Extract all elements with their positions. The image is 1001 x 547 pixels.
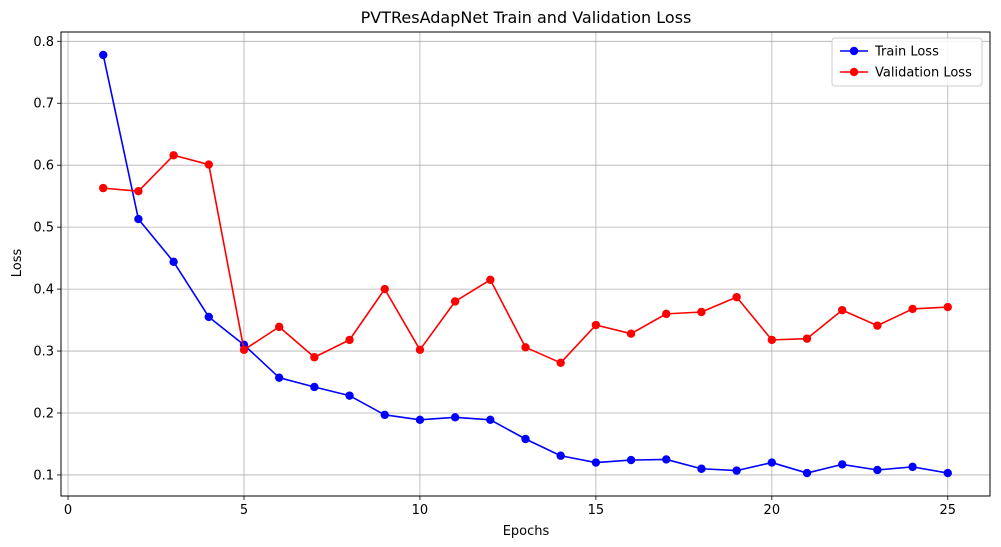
data-point	[697, 307, 706, 317]
data-point	[626, 329, 636, 338]
data-point	[204, 312, 213, 322]
data-point	[732, 466, 741, 475]
data-point	[591, 458, 601, 467]
x-axis-label: Epochs	[503, 524, 550, 539]
data-point	[204, 160, 213, 169]
x-tick-label: 5	[240, 503, 248, 518]
data-point	[310, 382, 319, 392]
data-point	[450, 413, 460, 422]
data-point	[556, 358, 565, 368]
data-point	[626, 455, 636, 465]
data-point	[486, 275, 495, 284]
data-point	[908, 462, 917, 472]
data-point	[345, 335, 354, 345]
legend-marker	[849, 46, 859, 56]
y-tick-label: 0.8	[33, 35, 54, 50]
data-point	[310, 353, 319, 362]
x-tick-label: 25	[939, 503, 956, 518]
data-point	[345, 391, 354, 400]
y-tick-label: 0.5	[33, 221, 54, 236]
data-point	[450, 297, 460, 306]
y-axis: 0.1 0.2 0.3 0.4 0.5 0.6 0.7 0.8	[33, 35, 61, 483]
data-point	[838, 460, 847, 469]
series-validation-loss	[99, 151, 952, 368]
data-point	[767, 458, 777, 467]
data-point	[99, 50, 108, 60]
data-point	[697, 464, 706, 473]
plot-frame	[60, 31, 991, 497]
grid-lines	[61, 32, 990, 496]
data-point	[873, 321, 882, 330]
x-tick-label: 20	[764, 503, 781, 518]
data-point	[134, 214, 143, 224]
data-point	[873, 465, 882, 475]
y-tick-label: 0.7	[33, 97, 54, 112]
data-point	[591, 320, 601, 330]
legend: Train Loss Validation Loss	[831, 37, 983, 87]
y-tick-label: 0.2	[33, 406, 54, 421]
data-point	[486, 415, 495, 425]
data-point	[134, 187, 143, 196]
x-tick-label: 0	[64, 503, 72, 518]
data-point	[802, 334, 812, 343]
data-point	[99, 183, 108, 193]
data-point	[415, 345, 425, 354]
legend-box	[831, 37, 983, 87]
data-point	[380, 284, 389, 294]
legend-label: Train Loss	[874, 45, 939, 60]
legend-marker	[849, 67, 859, 77]
data-point	[732, 292, 741, 302]
series-layer	[99, 50, 952, 478]
data-point	[556, 451, 565, 460]
data-point	[662, 455, 671, 464]
data-point	[802, 468, 812, 478]
data-point	[239, 345, 249, 354]
data-point	[169, 257, 178, 267]
legend-entry: Train Loss	[840, 45, 939, 60]
y-axis-label: Loss	[10, 249, 25, 278]
data-point	[838, 305, 847, 315]
data-point	[274, 373, 284, 382]
data-point	[908, 304, 917, 314]
y-tick-label: 0.1	[33, 468, 54, 483]
x-axis: 0 5 10 15 20 25	[64, 496, 956, 518]
data-point	[415, 415, 425, 425]
legend-entry: Validation Loss	[840, 66, 972, 81]
series-train-loss	[99, 50, 952, 478]
y-tick-label: 0.3	[33, 345, 54, 360]
data-point	[767, 335, 777, 345]
data-point	[380, 410, 389, 420]
data-point	[169, 151, 178, 160]
chart-title: PVTResAdapNet Train and Validation Loss	[361, 8, 692, 27]
x-tick-label: 15	[588, 503, 605, 518]
data-point	[521, 343, 530, 352]
y-tick-label: 0.6	[33, 159, 54, 174]
legend-label: Validation Loss	[875, 66, 972, 81]
data-point	[943, 468, 952, 478]
y-tick-label: 0.4	[33, 283, 54, 298]
data-point	[274, 322, 284, 332]
x-tick-label: 10	[412, 503, 429, 518]
data-point	[662, 309, 671, 319]
data-point	[521, 434, 530, 444]
data-point	[943, 302, 952, 312]
